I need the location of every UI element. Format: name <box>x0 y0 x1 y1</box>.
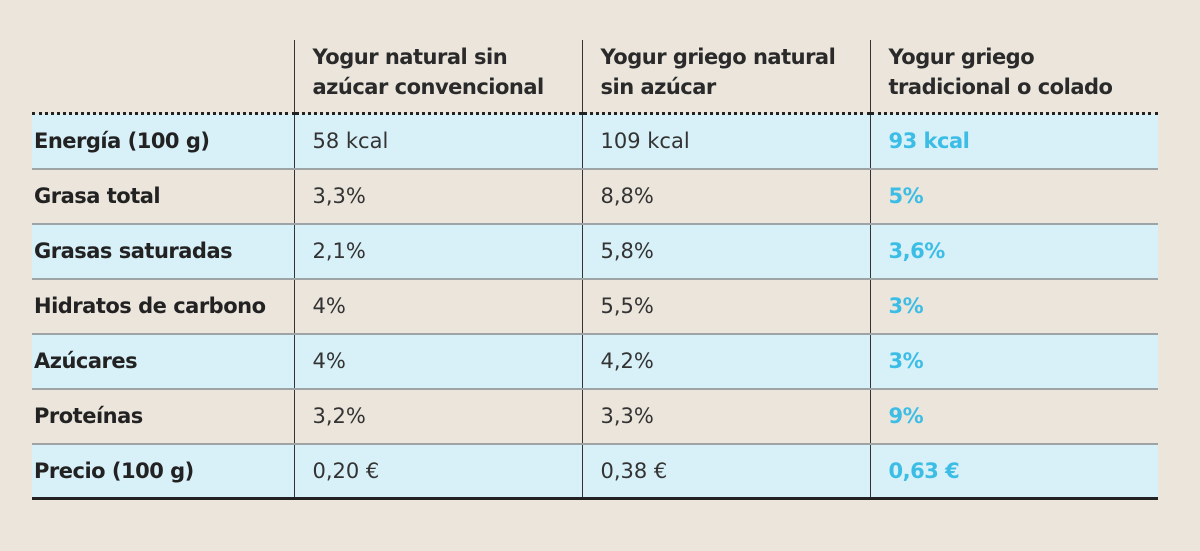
table-row: Proteínas 3,2% 3,3% 9% <box>32 388 1158 445</box>
cell-value: 3,3% <box>581 388 870 445</box>
cell-value: 3% <box>869 278 1158 335</box>
cell-value: 2,1% <box>293 223 582 280</box>
row-label: Hidratos de carbono <box>32 278 294 335</box>
table-row: Precio (100 g) 0,20 €0,38 €0,63 € <box>32 443 1158 500</box>
header-blank <box>32 40 294 115</box>
row-label: Energía (100 g) <box>32 113 294 170</box>
header-griego-tradicional: Yogur griego tradicional o colado <box>869 40 1158 115</box>
table-row: Grasa total 3,3% 8,8% 5% <box>32 168 1158 225</box>
cell-value: 9% <box>869 388 1158 445</box>
cell-value: 3% <box>869 333 1158 390</box>
cell-value: 4,2% <box>581 333 870 390</box>
table-row: Energía (100 g) 58 kcal 109 kcal 93 kcal <box>32 113 1158 170</box>
table-row: Hidratos de carbono 4% 5,5% 3% <box>32 278 1158 335</box>
header-natural: Yogur natural sin azúcar convencional <box>293 40 582 115</box>
cell-value: 3,6% <box>869 223 1158 280</box>
row-label: Azúcares <box>32 333 294 390</box>
cell-value: 3,3% <box>293 168 582 225</box>
cell-value: 58 kcal <box>293 113 582 170</box>
cell-value: 3,2% <box>293 388 582 445</box>
cell-value: 5,8% <box>581 223 870 280</box>
header-griego-natural: Yogur griego natural sin azúcar <box>581 40 870 115</box>
row-label: Grasas saturadas <box>32 223 294 280</box>
table-row: Grasas saturadas 2,1% 5,8% 3,6% <box>32 223 1158 280</box>
cell-value: 0,63 € <box>869 443 1158 500</box>
cell-value: 8,8% <box>581 168 870 225</box>
cell-value: 4% <box>293 278 582 335</box>
cell-value: 4% <box>293 333 582 390</box>
cell-value: 0,20 € <box>293 443 582 500</box>
row-label: Proteínas <box>32 388 294 445</box>
row-label: Grasa total <box>32 168 294 225</box>
table-row: Azúcares 4% 4,2% 3% <box>32 333 1158 390</box>
cell-value: 109 kcal <box>581 113 870 170</box>
cell-value: 5,5% <box>581 278 870 335</box>
cell-value: 0,38 € <box>581 443 870 500</box>
header-row: Yogur natural sin azúcar convencional Yo… <box>32 40 1158 115</box>
cell-value: 5% <box>869 168 1158 225</box>
cell-value: 93 kcal <box>869 113 1158 170</box>
yogurt-comparison-table: Yogur natural sin azúcar convencional Yo… <box>32 40 1158 500</box>
row-label: Precio (100 g) <box>32 443 294 500</box>
